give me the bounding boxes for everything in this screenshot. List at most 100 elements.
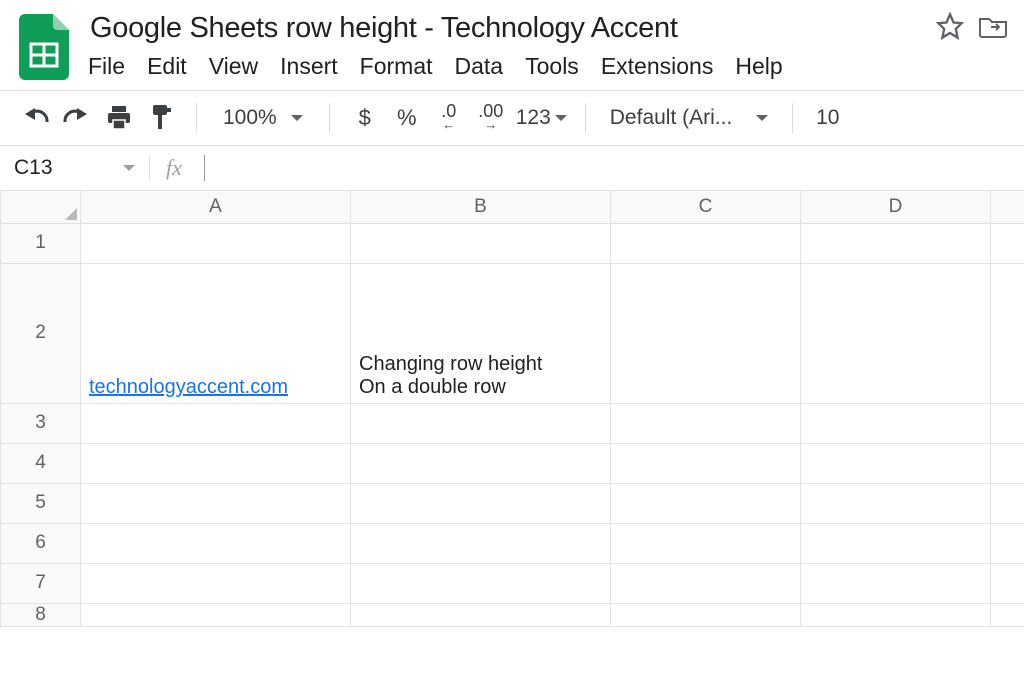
cell-A4[interactable] <box>81 443 351 483</box>
cell-D5[interactable] <box>801 483 991 523</box>
menu-edit[interactable]: Edit <box>147 53 187 80</box>
row-header-4[interactable]: 4 <box>1 443 81 483</box>
cell-A8[interactable] <box>81 603 351 626</box>
formula-bar[interactable] <box>204 155 205 181</box>
fx-icon: fx <box>150 155 198 181</box>
row-header-2[interactable]: 2 <box>1 263 81 403</box>
cell-C8[interactable] <box>611 603 801 626</box>
row-header-3[interactable]: 3 <box>1 403 81 443</box>
toolbar: 100% $ % .0← .00→ 123 Default (Ari... 10 <box>0 91 1024 145</box>
cell-A7[interactable] <box>81 563 351 603</box>
link-technologyaccent[interactable]: technologyaccent.com <box>89 376 288 398</box>
cell-B1[interactable] <box>351 223 611 263</box>
cell-C2[interactable] <box>611 263 801 403</box>
menu-extensions[interactable]: Extensions <box>601 53 714 80</box>
cell-E2[interactable] <box>991 263 1024 403</box>
column-header-E[interactable] <box>991 191 1024 223</box>
cell-C5[interactable] <box>611 483 801 523</box>
sheets-logo-icon[interactable] <box>16 10 72 84</box>
cell-E6[interactable] <box>991 523 1024 563</box>
cell-D1[interactable] <box>801 223 991 263</box>
star-icon[interactable] <box>936 12 964 45</box>
font-family-dropdown[interactable]: Default (Ari... <box>604 106 774 130</box>
cell-B7[interactable] <box>351 563 611 603</box>
cell-text: Changing row height <box>359 353 602 376</box>
move-icon[interactable] <box>978 13 1008 44</box>
font-size-input[interactable]: 10 <box>811 101 845 135</box>
menu-tools[interactable]: Tools <box>525 53 579 80</box>
table-row: 8 <box>1 603 1024 626</box>
font-family-label: Default (Ari... <box>610 106 742 130</box>
cell-D8[interactable] <box>801 603 991 626</box>
name-box-value: C13 <box>14 156 53 180</box>
menu-data[interactable]: Data <box>455 53 504 80</box>
format-currency-button[interactable]: $ <box>348 101 382 135</box>
row-header-6[interactable]: 6 <box>1 523 81 563</box>
chevron-down-icon <box>555 115 567 121</box>
menu-view[interactable]: View <box>209 53 258 80</box>
menu-insert[interactable]: Insert <box>280 53 338 80</box>
row-header-8[interactable]: 8 <box>1 603 81 626</box>
column-header-D[interactable]: D <box>801 191 991 223</box>
select-all-corner[interactable] <box>1 191 81 223</box>
table-row: 3 <box>1 403 1024 443</box>
column-header-B[interactable]: B <box>351 191 611 223</box>
column-header-A[interactable]: A <box>81 191 351 223</box>
zoom-dropdown[interactable]: 100% <box>215 106 311 130</box>
cell-C6[interactable] <box>611 523 801 563</box>
menu-bar: File Edit View Insert Format Data Tools … <box>86 47 1008 90</box>
column-header-row: A B C D <box>1 191 1024 223</box>
cell-B6[interactable] <box>351 523 611 563</box>
cell-C7[interactable] <box>611 563 801 603</box>
chevron-down-icon <box>123 165 135 171</box>
row-header-1[interactable]: 1 <box>1 223 81 263</box>
column-header-C[interactable]: C <box>611 191 801 223</box>
paint-format-button[interactable] <box>144 101 178 135</box>
row-header-7[interactable]: 7 <box>1 563 81 603</box>
undo-button[interactable] <box>18 101 52 135</box>
cell-A6[interactable] <box>81 523 351 563</box>
document-title[interactable]: Google Sheets row height - Technology Ac… <box>86 10 682 47</box>
decrease-decimal-button[interactable]: .0← <box>432 101 466 135</box>
cell-E5[interactable] <box>991 483 1024 523</box>
header: Google Sheets row height - Technology Ac… <box>0 0 1024 90</box>
redo-button[interactable] <box>60 101 94 135</box>
cell-C4[interactable] <box>611 443 801 483</box>
cell-B5[interactable] <box>351 483 611 523</box>
cell-A3[interactable] <box>81 403 351 443</box>
menu-file[interactable]: File <box>88 53 125 80</box>
cell-B3[interactable] <box>351 403 611 443</box>
table-row: 1 <box>1 223 1024 263</box>
cell-E8[interactable] <box>991 603 1024 626</box>
cell-A1[interactable] <box>81 223 351 263</box>
print-button[interactable] <box>102 101 136 135</box>
name-box-row: C13 fx <box>0 145 1024 191</box>
cell-B4[interactable] <box>351 443 611 483</box>
number-format-dropdown[interactable]: 123 <box>516 101 567 135</box>
cell-D3[interactable] <box>801 403 991 443</box>
cell-D6[interactable] <box>801 523 991 563</box>
table-row: 4 <box>1 443 1024 483</box>
cell-A2[interactable]: technologyaccent.com <box>81 263 351 403</box>
table-row: 6 <box>1 523 1024 563</box>
spreadsheet-grid[interactable]: A B C D 1 2 technologyaccent.com Changin… <box>0 191 1024 627</box>
cell-B8[interactable] <box>351 603 611 626</box>
cell-D7[interactable] <box>801 563 991 603</box>
cell-E7[interactable] <box>991 563 1024 603</box>
increase-decimal-button[interactable]: .00→ <box>474 101 508 135</box>
cell-E1[interactable] <box>991 223 1024 263</box>
menu-help[interactable]: Help <box>735 53 782 80</box>
menu-format[interactable]: Format <box>360 53 433 80</box>
table-row: 5 <box>1 483 1024 523</box>
cell-D2[interactable] <box>801 263 991 403</box>
row-header-5[interactable]: 5 <box>1 483 81 523</box>
name-box[interactable]: C13 <box>0 156 150 180</box>
cell-E4[interactable] <box>991 443 1024 483</box>
cell-D4[interactable] <box>801 443 991 483</box>
cell-A5[interactable] <box>81 483 351 523</box>
cell-C1[interactable] <box>611 223 801 263</box>
cell-C3[interactable] <box>611 403 801 443</box>
cell-B2[interactable]: Changing row height On a double row <box>351 263 611 403</box>
cell-E3[interactable] <box>991 403 1024 443</box>
format-percent-button[interactable]: % <box>390 101 424 135</box>
